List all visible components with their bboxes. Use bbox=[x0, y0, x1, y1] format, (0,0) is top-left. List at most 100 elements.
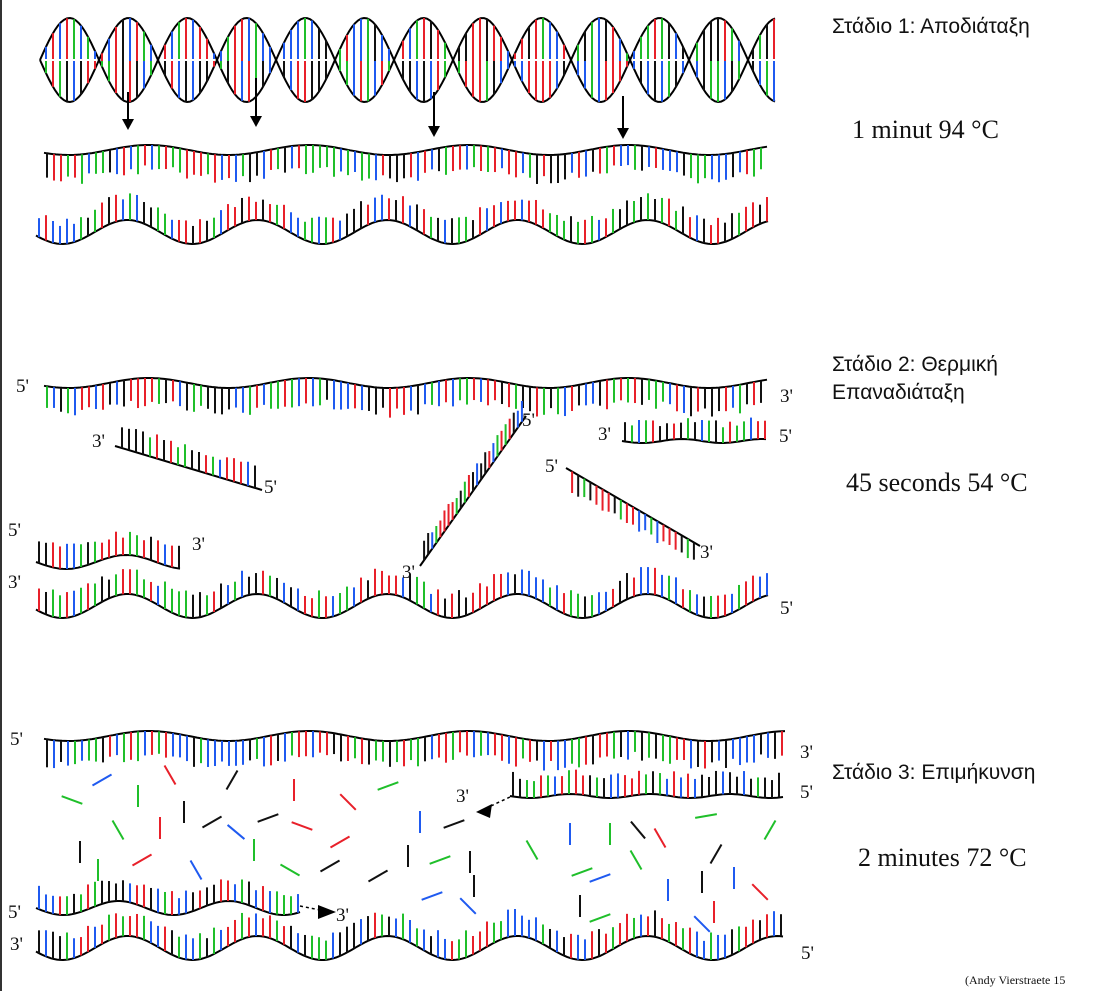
free-nucleotide bbox=[91, 773, 113, 787]
primer-loose-right bbox=[565, 467, 701, 560]
free-nucleotide bbox=[201, 815, 223, 829]
extension-arrow-bottom bbox=[318, 905, 336, 919]
stage-2-title-line2: Επαναδιάταξη bbox=[832, 381, 965, 404]
primer-diagonal bbox=[419, 401, 527, 567]
credit-text: (Andy Vierstraete 15 bbox=[965, 973, 1066, 987]
free-nucleotide bbox=[279, 863, 301, 877]
free-nucleotide bbox=[525, 839, 539, 861]
free-nucleotide bbox=[421, 891, 443, 901]
extending-strand-bottom-backbone bbox=[35, 899, 301, 917]
three-prime-label: 3' bbox=[192, 534, 205, 555]
primer-left-top bbox=[114, 427, 263, 491]
free-nucleotide bbox=[131, 853, 153, 867]
free-nucleotide bbox=[763, 819, 777, 841]
strand-end-labels: 5' 3' 3' 3' 5' 5' 5' 3' 5' 3' 3' 5' 3' 5' 5' 3' 5' 3' 5' 3'… bbox=[8, 376, 814, 964]
new-strand-left bbox=[35, 531, 181, 571]
five-prime-label: 5' bbox=[779, 426, 792, 447]
extending-strand-top-backbone bbox=[509, 792, 784, 800]
free-nucleotide bbox=[571, 867, 593, 877]
stage-3-title: Στάδιο 3: Επιμήκυνση bbox=[832, 761, 1036, 784]
helix-strand-b bbox=[39, 16, 776, 104]
five-prime-label: 5' bbox=[10, 729, 23, 750]
three-prime-label: 3' bbox=[10, 934, 23, 955]
template-strand-bottom-backbone bbox=[35, 592, 769, 620]
free-nucleotide bbox=[189, 859, 203, 881]
free-nucleotide bbox=[163, 764, 177, 786]
stage-3-extension-drawing bbox=[35, 730, 786, 962]
free-nucleotide bbox=[429, 855, 451, 865]
stage-1-condition: 1 minut 94 °C bbox=[852, 115, 999, 144]
primer-left-top-backbone bbox=[114, 445, 263, 491]
stage-2-condition: 45 seconds 54 °C bbox=[846, 468, 1028, 497]
stage-3-condition: 2 minutes 72 °C bbox=[858, 843, 1027, 872]
stage-1-title: Στάδιο 1: Αποδιάταξη bbox=[832, 15, 1030, 38]
free-nucleotide bbox=[709, 843, 723, 865]
three-prime-label: 3' bbox=[800, 742, 813, 763]
three-prime-label: 3' bbox=[8, 572, 21, 593]
template-strand-top-backbone bbox=[43, 377, 768, 389]
three-prime-label: 3' bbox=[402, 562, 415, 583]
free-nucleotide bbox=[329, 835, 351, 849]
free-nucleotide bbox=[653, 827, 667, 849]
template-strand-bottom bbox=[35, 908, 784, 962]
free-nucleotide bbox=[459, 897, 477, 915]
left-border bbox=[0, 0, 2, 991]
template-strand-top bbox=[43, 377, 768, 418]
free-nucleotide bbox=[443, 819, 465, 829]
separated-strand-top-backbone bbox=[43, 144, 768, 156]
down-arrow-head-3 bbox=[428, 126, 440, 137]
free-nucleotide bbox=[111, 819, 125, 841]
free-nucleotide bbox=[319, 859, 341, 873]
free-nucleotide bbox=[257, 813, 279, 823]
free-nucleotide bbox=[377, 781, 399, 791]
down-arrow-head-1 bbox=[122, 119, 134, 130]
free-nucleotides bbox=[61, 764, 777, 933]
free-nucleotide bbox=[589, 873, 611, 883]
free-nucleotide bbox=[751, 883, 769, 901]
double-helix bbox=[39, 16, 776, 104]
free-nucleotide bbox=[694, 813, 718, 819]
stage-2-title-line1: Στάδιο 2: Θερμική bbox=[832, 353, 998, 376]
free-nucleotide bbox=[61, 795, 83, 805]
free-nucleotide bbox=[367, 869, 389, 883]
template-strand-top bbox=[43, 730, 786, 771]
three-prime-label: 3' bbox=[598, 424, 611, 445]
free-nucleotide bbox=[225, 769, 239, 791]
free-nucleotide bbox=[630, 820, 646, 840]
three-prime-label: 3' bbox=[92, 431, 105, 452]
free-nucleotide bbox=[226, 824, 246, 840]
five-prime-label: 5' bbox=[780, 598, 793, 619]
five-prime-label: 5' bbox=[522, 410, 535, 431]
free-nucleotide bbox=[629, 849, 643, 871]
five-prime-label: 5' bbox=[8, 902, 21, 923]
separated-strand-bottom bbox=[35, 193, 769, 246]
separated-strand-top bbox=[43, 144, 768, 184]
template-strand-bottom bbox=[35, 567, 769, 620]
free-nucleotide bbox=[589, 913, 611, 923]
five-prime-label: 5' bbox=[801, 943, 814, 964]
five-prime-label: 5' bbox=[264, 477, 277, 498]
template-strand-right-short bbox=[621, 417, 767, 444]
five-prime-label: 5' bbox=[545, 456, 558, 477]
separated-strand-bottom-backbone bbox=[35, 218, 769, 246]
down-arrow-head-4 bbox=[617, 128, 629, 139]
five-prime-label: 5' bbox=[16, 376, 29, 397]
extension-arrow-top bbox=[476, 804, 492, 818]
new-strand-left-backbone bbox=[35, 553, 181, 571]
three-prime-label: 3' bbox=[700, 542, 713, 563]
stage-2-annealing-drawing bbox=[35, 377, 769, 620]
down-arrow-head-2 bbox=[250, 116, 262, 127]
three-prime-label: 3' bbox=[456, 786, 469, 807]
extending-strand-top bbox=[509, 769, 784, 800]
three-prime-label: 3' bbox=[336, 905, 349, 926]
stage-1-denaturation-drawing bbox=[35, 16, 776, 246]
extending-strand-bottom bbox=[35, 879, 301, 917]
free-nucleotide bbox=[291, 821, 313, 831]
free-nucleotide bbox=[693, 915, 711, 933]
free-nucleotide bbox=[339, 793, 357, 811]
template-strand-top-backbone bbox=[43, 730, 786, 742]
five-prime-label: 5' bbox=[800, 782, 813, 803]
five-prime-label: 5' bbox=[8, 520, 21, 541]
